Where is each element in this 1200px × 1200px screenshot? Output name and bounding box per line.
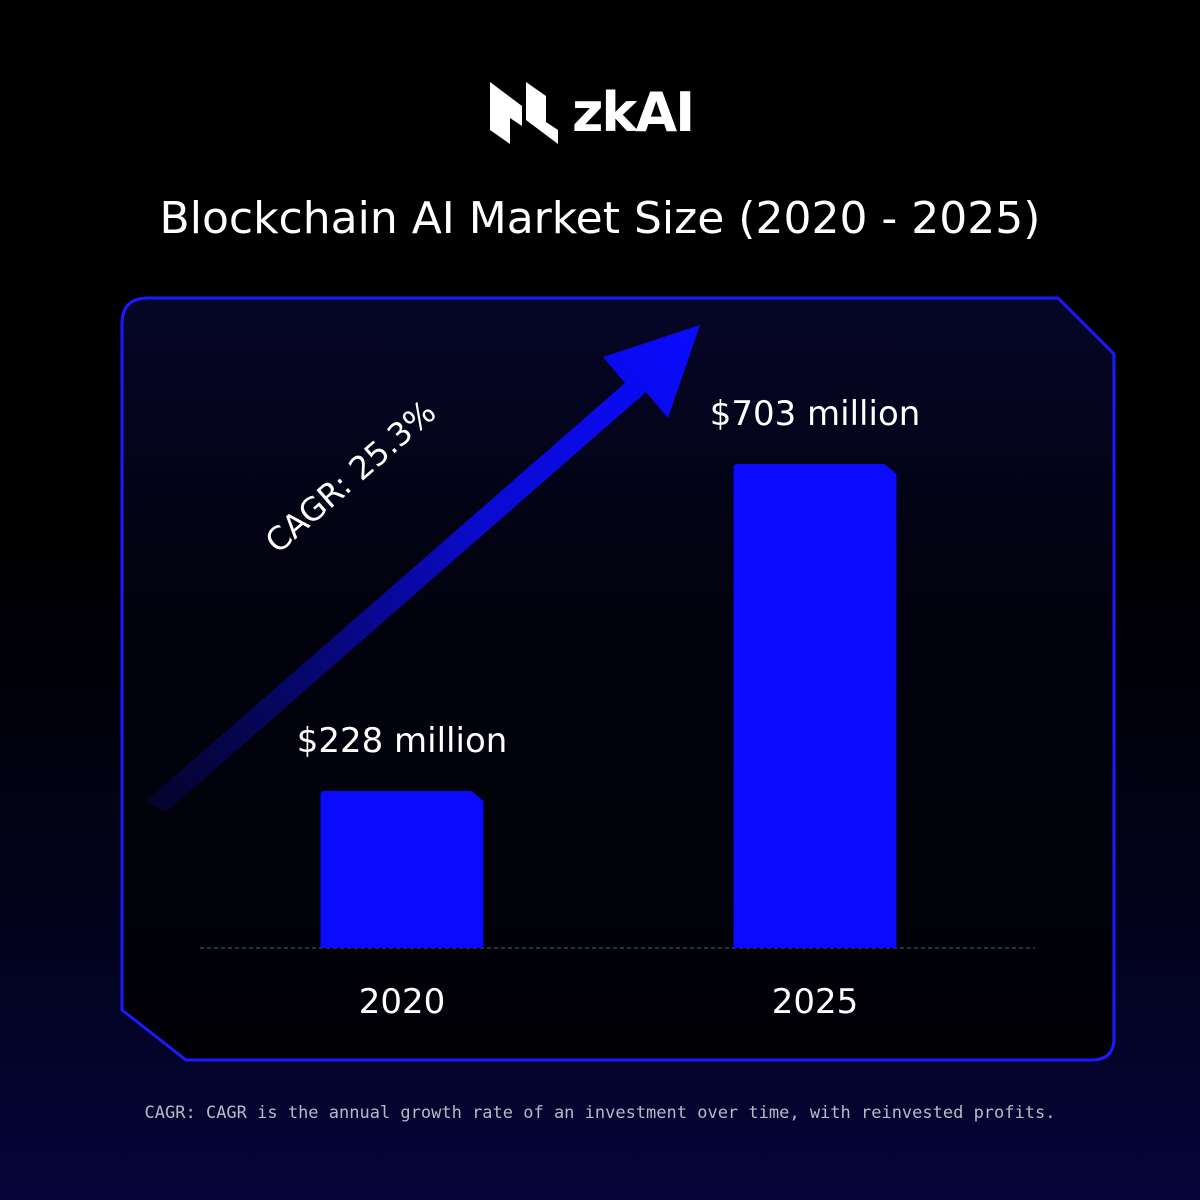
bars-group	[320, 464, 897, 948]
logo-text: zkAI	[572, 81, 695, 144]
growth-arrow	[145, 325, 700, 812]
category-label-2020: 2020	[358, 982, 446, 1022]
chart-title: Blockchain AI Market Size (2020 - 2025)	[159, 193, 1041, 244]
category-label-2025: 2025	[771, 982, 859, 1022]
brand-logo: zkAI	[488, 78, 695, 148]
data-label-2020: $228 million	[296, 721, 508, 762]
footnote: CAGR: CAGR is the annual growth rate of …	[144, 1103, 1056, 1123]
zkai-logo-icon	[490, 82, 558, 144]
data-label-2025: $703 million	[709, 394, 921, 434]
bar-2020	[320, 791, 484, 948]
bar-2025	[733, 464, 897, 948]
